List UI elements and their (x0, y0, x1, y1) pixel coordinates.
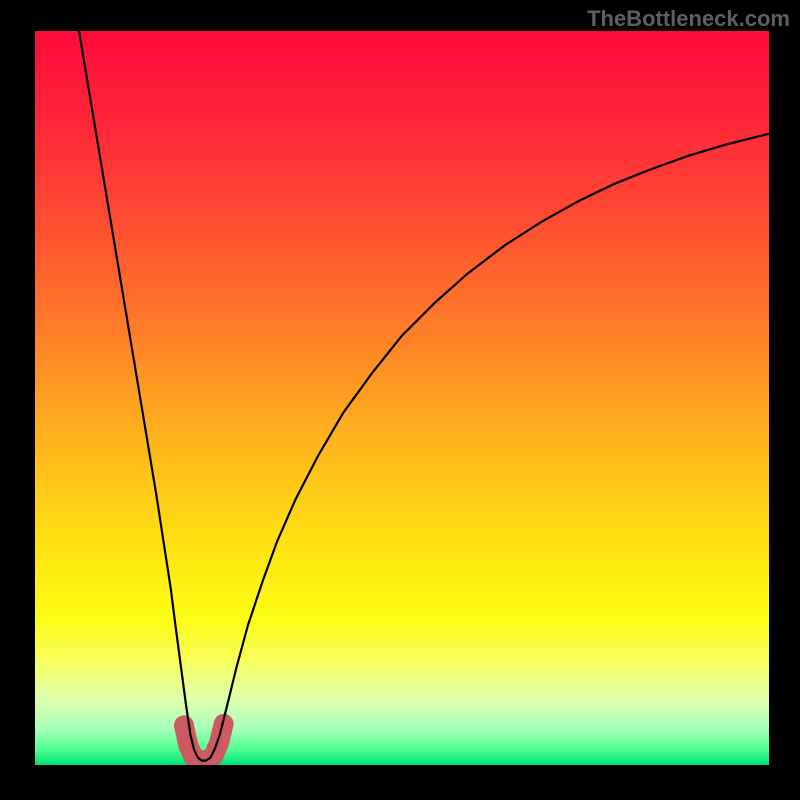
watermark-text: TheBottleneck.com (587, 6, 790, 32)
plot-svg (35, 31, 769, 765)
plot-area (35, 31, 769, 765)
figure-container: TheBottleneck.com (0, 0, 800, 800)
gradient-background (35, 31, 769, 765)
